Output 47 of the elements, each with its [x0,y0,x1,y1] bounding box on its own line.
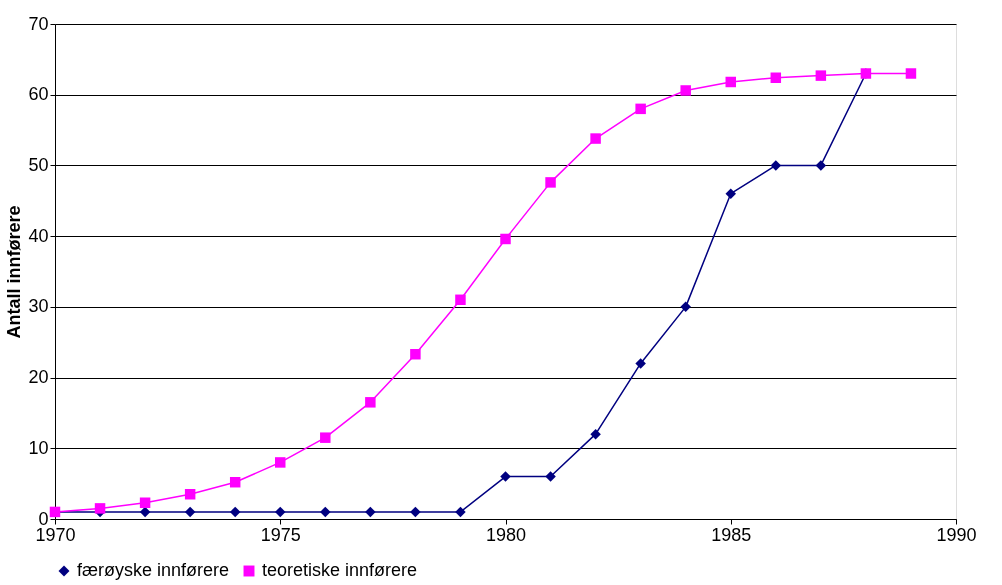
point [500,471,511,482]
point [590,428,601,440]
point [770,160,782,171]
point [905,68,917,79]
y-tick-label: 20 [28,367,49,388]
y-tick-label: 10 [28,437,49,458]
y-tick-label: 70 [28,13,49,34]
point [815,160,827,171]
y-tick-label: 30 [28,296,49,317]
point [94,503,106,514]
legend-label: færøyske innførere [77,560,230,580]
point [455,294,466,306]
point [590,133,601,144]
point [500,233,511,245]
y-tick-label: 60 [28,84,49,105]
point [275,506,286,518]
y-axis-title: Antall innførere [4,205,25,339]
point [365,397,376,408]
y-tick-label: 40 [28,225,49,246]
point [184,489,196,500]
legend-label: teoretiske innførere [262,560,418,580]
x-tick-label: 1985 [711,524,752,545]
point [275,457,286,468]
point [410,506,421,518]
y-tick-label: 50 [28,154,49,175]
x-tick-label: 1980 [485,524,527,545]
point [229,506,241,518]
point [320,432,331,443]
point [229,476,241,488]
point [139,497,151,508]
point [365,506,376,518]
point [184,506,196,518]
point [725,76,736,88]
point [635,358,646,369]
point [320,506,331,518]
point [455,506,466,518]
point [680,85,691,96]
point [680,301,691,313]
x-tick-label: 1990 [936,524,977,545]
point [545,177,556,188]
point [770,72,782,83]
x-tick-label: 1975 [260,524,301,545]
point [635,103,646,115]
point [815,70,827,81]
point [410,348,421,360]
point [725,188,736,199]
point [545,471,556,482]
